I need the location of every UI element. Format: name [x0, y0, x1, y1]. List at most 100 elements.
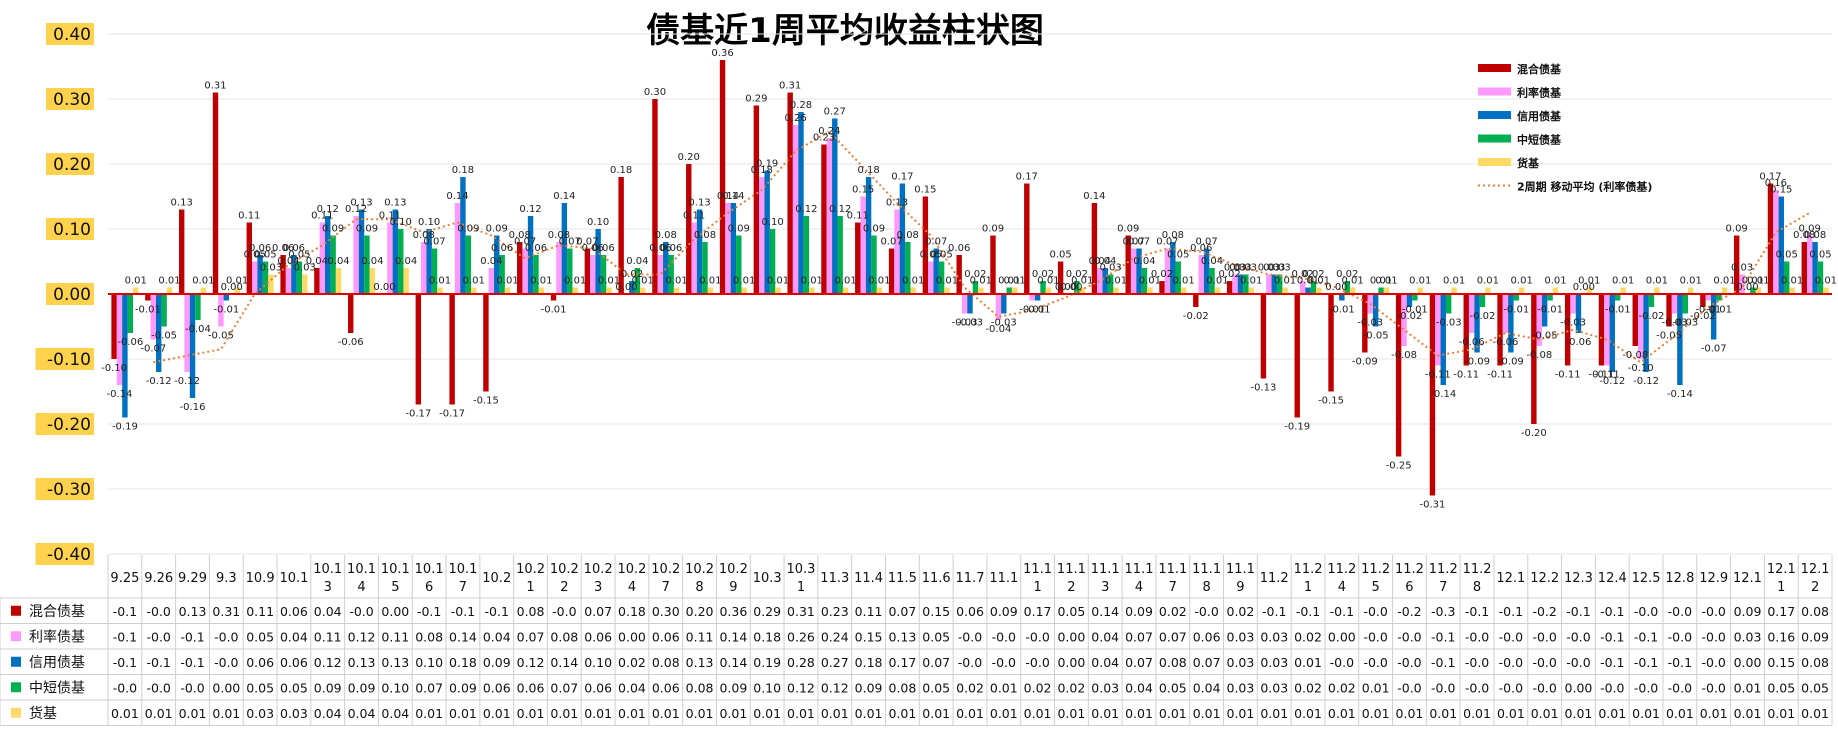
category-label: 4 — [357, 580, 365, 595]
category-label: 9 — [1236, 580, 1244, 595]
table-cell: 0.04 — [381, 706, 409, 721]
category-label: 10.2 — [685, 562, 714, 577]
bar — [821, 144, 827, 294]
category-label: 4 — [628, 580, 636, 595]
table-cell: 0.27 — [821, 655, 849, 670]
legend-swatch — [1478, 87, 1511, 96]
y-tick-highlight — [46, 283, 94, 305]
data-label: -0.13 — [1250, 383, 1276, 394]
series-混合债基 — [111, 60, 1807, 496]
table-cell: 0.01 — [1024, 706, 1052, 721]
table-cell: 0.09 — [719, 680, 747, 695]
table-cell: -0.1 — [485, 604, 509, 619]
data-label: 0.10 — [761, 217, 783, 228]
data-label: -0.09 — [1352, 357, 1378, 368]
data-label: 0.00 — [221, 282, 243, 293]
bar — [595, 229, 601, 294]
table-cell: -0.0 — [1532, 655, 1556, 670]
table-cell: -0.1 — [1634, 655, 1658, 670]
data-label: 0.18 — [751, 165, 773, 176]
table-cell: 0.04 — [1091, 655, 1119, 670]
table-cell: 0.01 — [1734, 706, 1762, 721]
table-cell: 0.01 — [212, 706, 240, 721]
table-cell: -0.1 — [1330, 604, 1354, 619]
bar — [1237, 274, 1244, 294]
bar — [212, 92, 219, 294]
table-cell: 0.12 — [517, 655, 545, 670]
bar — [832, 118, 838, 294]
legend-label: 货基 — [1516, 156, 1540, 170]
data-label: 0.05 — [1167, 250, 1189, 261]
data-label: 0.14 — [553, 191, 575, 202]
data-label: 0.07 — [559, 237, 581, 248]
table-cell: -0.0 — [1194, 604, 1218, 619]
table-cell: 0.01 — [855, 706, 883, 721]
table-cell: -0.0 — [349, 604, 373, 619]
bar — [1203, 248, 1210, 294]
table-cell: 0.06 — [652, 680, 680, 695]
bar — [550, 294, 557, 301]
bar — [719, 60, 726, 294]
bar — [1034, 294, 1041, 301]
bar — [1107, 274, 1114, 294]
data-label: 0.03 — [1731, 263, 1753, 274]
table-cell: -0.0 — [958, 655, 982, 670]
data-label: 0.17 — [1016, 172, 1038, 183]
data-label: 0.08 — [548, 230, 570, 241]
table-cell: 0.18 — [753, 629, 781, 644]
data-label: -0.01 — [1025, 305, 1051, 316]
table-cell: 0.01 — [1227, 706, 1255, 721]
category-label: 10.2 — [516, 562, 545, 577]
bar — [178, 209, 185, 294]
table-cell: 0.06 — [584, 680, 612, 695]
table-cell: 0.02 — [1024, 680, 1052, 695]
bar — [1271, 274, 1277, 294]
bar — [572, 287, 578, 294]
data-label: 0.15 — [852, 185, 874, 196]
bar — [1632, 294, 1638, 346]
bar — [837, 216, 843, 294]
table-cell: 0.11 — [314, 629, 342, 644]
table-cell: 0.03 — [1260, 680, 1288, 695]
table-cell: 0.02 — [1294, 680, 1322, 695]
data-label: 0.04 — [395, 256, 417, 267]
table-cell: 0.01 — [1159, 706, 1187, 721]
table-cell: -0.1 — [1566, 604, 1590, 619]
bar — [1564, 294, 1571, 366]
table-cell: 0.01 — [753, 706, 781, 721]
data-label: 0.05 — [1776, 250, 1798, 261]
table-cell: 0.03 — [1227, 655, 1255, 670]
bar — [753, 105, 760, 294]
table-cell: -0.0 — [214, 655, 238, 670]
bar — [246, 222, 253, 294]
bar — [1575, 294, 1582, 333]
table-cell: -0.0 — [1397, 680, 1421, 695]
category-label: 2 — [1811, 580, 1819, 595]
bar — [252, 261, 258, 294]
bar — [1029, 294, 1035, 301]
table-cell: 0.05 — [1801, 680, 1829, 695]
data-label: 0.01 — [1742, 276, 1764, 287]
data-label: 0.01 — [767, 276, 789, 287]
table-cell: -0.2 — [1532, 604, 1556, 619]
data-label: -0.03 — [1560, 318, 1586, 329]
data-label: 0.15 — [914, 185, 936, 196]
table-cell: 0.17 — [888, 655, 916, 670]
bar — [111, 294, 117, 359]
bar — [1006, 287, 1012, 294]
data-label: 0.08 — [1793, 230, 1815, 241]
table-cell: 0.18 — [449, 655, 477, 670]
table-cell: 0.00 — [212, 680, 240, 695]
data-label: -0.06 — [1566, 337, 1592, 348]
category-label: 11.1 — [989, 571, 1018, 586]
table-cell: 0.14 — [550, 655, 578, 670]
category-label: 4 — [1135, 580, 1143, 595]
bar — [335, 268, 342, 294]
data-label: -0.31 — [1420, 500, 1446, 511]
bar — [1383, 287, 1390, 294]
data-label: 0.04 — [1089, 256, 1111, 267]
data-label: 0.03 — [1099, 263, 1121, 274]
table-cell: 0.01 — [1598, 706, 1626, 721]
table-cell: 0.06 — [246, 655, 274, 670]
table-cell: 0.14 — [1091, 604, 1119, 619]
